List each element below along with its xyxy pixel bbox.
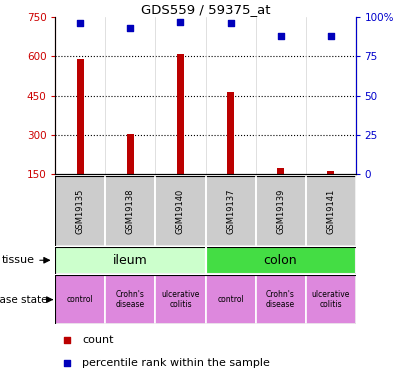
Point bbox=[227, 20, 234, 26]
Bar bbox=[155, 275, 206, 324]
Text: disease state: disease state bbox=[0, 295, 47, 304]
Point bbox=[127, 25, 134, 31]
Text: tissue: tissue bbox=[2, 255, 35, 265]
Text: GSM19140: GSM19140 bbox=[176, 188, 185, 234]
Text: Crohn's
disease: Crohn's disease bbox=[116, 290, 145, 309]
Bar bbox=[305, 176, 356, 246]
Bar bbox=[256, 275, 305, 324]
Bar bbox=[327, 171, 334, 174]
Text: ileum: ileum bbox=[113, 254, 148, 267]
Bar bbox=[227, 92, 234, 174]
Bar bbox=[55, 275, 106, 324]
Text: control: control bbox=[217, 295, 244, 304]
Text: Crohn's
disease: Crohn's disease bbox=[266, 290, 295, 309]
Bar bbox=[206, 176, 256, 246]
Bar bbox=[127, 134, 134, 174]
Bar bbox=[305, 275, 356, 324]
Bar bbox=[55, 247, 206, 274]
Point bbox=[64, 360, 71, 366]
Bar bbox=[106, 176, 155, 246]
Text: GSM19138: GSM19138 bbox=[126, 188, 135, 234]
Point bbox=[64, 337, 71, 343]
Bar bbox=[206, 247, 356, 274]
Text: GSM19135: GSM19135 bbox=[76, 188, 85, 234]
Title: GDS559 / 59375_at: GDS559 / 59375_at bbox=[141, 3, 270, 16]
Bar bbox=[277, 168, 284, 174]
Point bbox=[77, 20, 84, 26]
Bar bbox=[206, 275, 256, 324]
Bar bbox=[77, 59, 84, 174]
Bar bbox=[55, 176, 106, 246]
Point bbox=[327, 33, 334, 39]
Text: GSM19141: GSM19141 bbox=[326, 188, 335, 234]
Bar bbox=[106, 275, 155, 324]
Point bbox=[277, 33, 284, 39]
Text: colon: colon bbox=[264, 254, 297, 267]
Point bbox=[177, 19, 184, 25]
Text: count: count bbox=[83, 335, 114, 345]
Bar bbox=[256, 176, 305, 246]
Text: control: control bbox=[67, 295, 94, 304]
Text: ulcerative
colitis: ulcerative colitis bbox=[161, 290, 200, 309]
Text: percentile rank within the sample: percentile rank within the sample bbox=[83, 358, 270, 368]
Text: GSM19139: GSM19139 bbox=[276, 188, 285, 234]
Text: GSM19137: GSM19137 bbox=[226, 188, 235, 234]
Text: ulcerative
colitis: ulcerative colitis bbox=[311, 290, 350, 309]
Bar bbox=[155, 176, 206, 246]
Bar bbox=[177, 54, 184, 174]
